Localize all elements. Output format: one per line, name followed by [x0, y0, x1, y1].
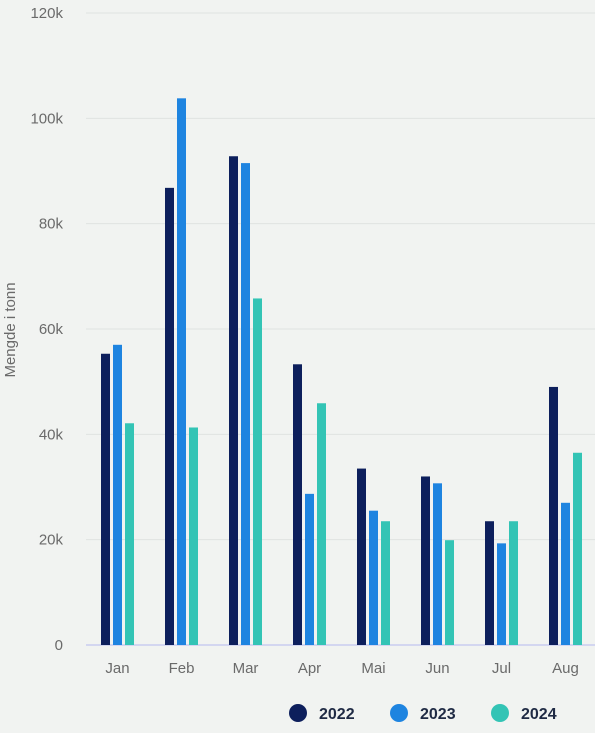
bar-2022-aug [549, 386, 558, 645]
x-tick-label: Aug [552, 660, 579, 677]
x-tick-label: Jun [425, 660, 449, 677]
x-tick-label: Apr [298, 660, 321, 677]
y-tick-label: 20k [39, 532, 64, 549]
grid-lines [86, 12, 595, 646]
y-tick-label: 100k [30, 110, 63, 127]
bar-2024-feb [189, 427, 198, 645]
y-tick-label: 40k [39, 426, 64, 443]
y-axis-title: Mengde i tonn [2, 282, 19, 377]
bar-2022-jul [485, 521, 494, 645]
y-tick-label: 120k [30, 5, 63, 22]
bars [101, 98, 582, 645]
y-tick-label: 0 [55, 637, 63, 654]
bar-2024-jul [509, 521, 518, 645]
bar-2023-apr [305, 493, 314, 645]
bar-2022-apr [293, 364, 302, 645]
y-axis-ticks: 0 20k 40k 60k 80k 100k 120k [30, 5, 63, 654]
bar-2024-jun [445, 540, 454, 645]
legend-label-2023: 2023 [420, 706, 456, 723]
x-tick-label: Jan [105, 660, 129, 677]
x-axis-ticks: Jan Feb Mar Apr Mai Jun Jul Aug [105, 660, 578, 677]
bar-2024-apr [317, 403, 326, 645]
bar-2022-mai [357, 468, 366, 645]
bar-2023-jul [497, 543, 506, 645]
legend-swatch-2023 [390, 704, 408, 722]
x-tick-label: Mai [361, 660, 385, 677]
x-tick-label: Jul [492, 660, 511, 677]
bar-2023-mai [369, 510, 378, 645]
legend-swatch-2024 [491, 704, 509, 722]
bar-2024-jan [125, 423, 134, 645]
bar-2022-feb [165, 187, 174, 645]
legend-swatch-2022 [289, 704, 307, 722]
legend-label-2022: 2022 [319, 706, 355, 723]
bar-2022-jun [421, 476, 430, 645]
bar-2024-aug [573, 452, 582, 645]
bar-2024-mar [253, 298, 262, 645]
y-tick-label: 60k [39, 321, 64, 338]
legend-label-2024: 2024 [521, 706, 557, 723]
bar-2023-jun [433, 483, 442, 645]
legend: 2022 2023 2024 [289, 704, 557, 723]
x-tick-label: Feb [169, 660, 195, 677]
bar-2022-jan [101, 353, 110, 645]
x-tick-label: Mar [233, 660, 259, 677]
bar-2023-mar [241, 163, 250, 645]
bar-2024-mai [381, 521, 390, 645]
bar-2023-jan [113, 344, 122, 645]
bar-2023-aug [561, 502, 570, 645]
bar-2023-feb [177, 98, 186, 645]
y-tick-label: 80k [39, 216, 64, 233]
bar-2022-mar [229, 156, 238, 645]
